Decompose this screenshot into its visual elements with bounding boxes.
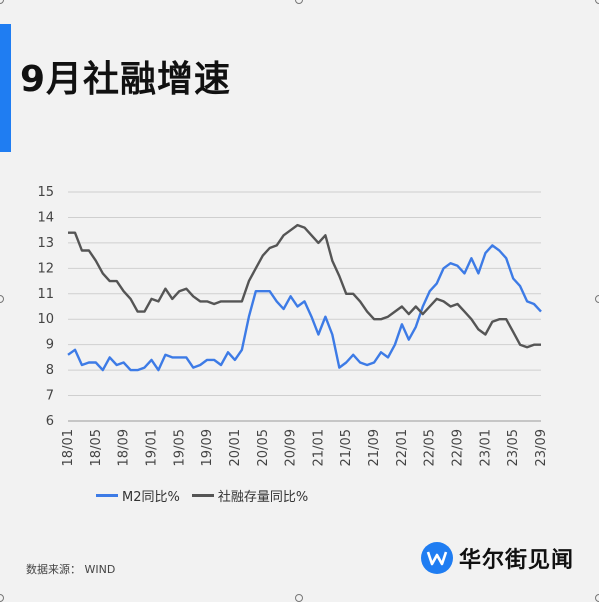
legend-swatch-social-financing — [191, 494, 214, 497]
series-line-m2 — [67, 244, 542, 372]
y-tick-label: 13 — [37, 236, 54, 251]
x-tick-label: 18/05 — [89, 429, 104, 466]
brand-logo: 华尔街见闻 — [421, 542, 574, 574]
y-tick-label: 8 — [46, 363, 54, 378]
y-tick-label: 7 — [46, 389, 54, 404]
accent-bar — [0, 24, 11, 152]
data-source: 数据来源： WIND — [26, 563, 116, 576]
series-line-social-financing — [68, 223, 541, 349]
x-tick-label: 20/09 — [284, 429, 299, 466]
x-tick-label: 20/05 — [256, 429, 271, 466]
legend-item-m2: M2同比% — [96, 486, 180, 505]
x-tick-label: 21/05 — [339, 429, 354, 466]
x-tick-label: 20/01 — [228, 429, 243, 466]
x-tick-label: 19/09 — [200, 429, 215, 466]
logo-text: 华尔街见闻 — [459, 547, 575, 573]
x-tick-label: 18/09 — [117, 429, 132, 466]
legend: M2同比% 社融存量同比% — [96, 486, 308, 505]
x-tick-label: 23/09 — [534, 429, 549, 466]
y-tick-label: 10 — [37, 312, 54, 327]
x-tick-label: 21/01 — [311, 429, 326, 466]
x-tick-label: 22/09 — [451, 429, 466, 466]
x-tick-label: 21/09 — [367, 429, 382, 466]
resize-handle-middle-right[interactable] — [595, 295, 599, 303]
legend-label-social-financing: 社融存量同比% — [217, 490, 309, 505]
y-tick-label: 11 — [37, 287, 54, 302]
legend-swatch-m2 — [96, 494, 118, 497]
resize-handle-top-right[interactable] — [595, 0, 599, 4]
x-tick-label: 23/05 — [506, 429, 521, 466]
x-tick-label: 18/01 — [61, 429, 76, 466]
y-tick-label: 14 — [37, 210, 54, 225]
legend-label-m2: M2同比% — [122, 490, 180, 505]
x-tick-label: 19/05 — [172, 429, 187, 466]
x-tick-label: 19/01 — [144, 429, 159, 466]
y-tick-label: 9 — [46, 338, 54, 353]
y-tick-label: 6 — [46, 414, 54, 429]
resize-handle-bottom-center[interactable] — [295, 594, 303, 602]
legend-item-social-financing: 社融存量同比% — [191, 486, 309, 505]
resize-handle-bottom-left[interactable] — [0, 594, 4, 602]
resize-handle-bottom-right[interactable] — [595, 594, 599, 602]
chart-title: 9月社融增速 — [20, 59, 232, 100]
y-tick-label: 12 — [37, 261, 54, 276]
x-tick-label: 23/01 — [478, 429, 493, 466]
x-tick-label: 22/01 — [395, 429, 410, 466]
y-tick-label: 15 — [37, 185, 54, 200]
logo-mark-icon — [421, 542, 453, 574]
x-tick-label: 22/05 — [423, 429, 438, 466]
